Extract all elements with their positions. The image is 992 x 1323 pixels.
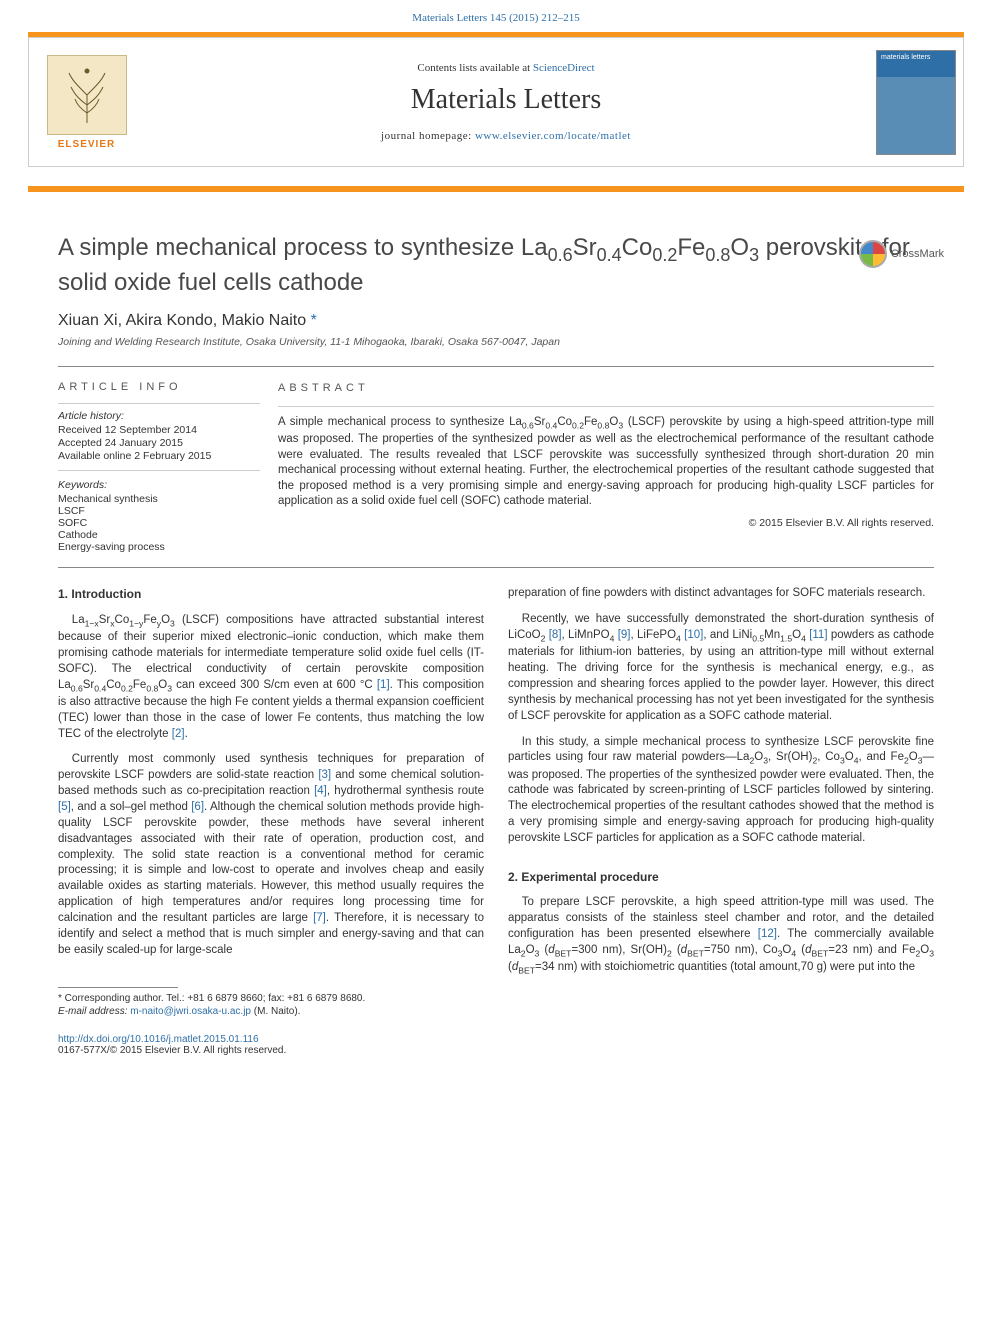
keywords-label: Keywords:: [58, 479, 260, 491]
doi-block: http://dx.doi.org/10.1016/j.matlet.2015.…: [58, 1034, 934, 1056]
body-columns: 1. Introduction La1−xSrxCo1−yFeyO3 (LSCF…: [58, 586, 934, 1017]
abstract-text: A simple mechanical process to synthesiz…: [278, 415, 934, 510]
intro-p1: La1−xSrxCo1−yFeyO3 (LSCF) compositions h…: [58, 613, 484, 743]
keyword: Mechanical synthesis: [58, 493, 260, 505]
exp-p1: To prepare LSCF perovskite, a high speed…: [508, 895, 934, 977]
bottom-orange-rule: [28, 186, 964, 192]
col2-p1: preparation of fine powders with distinc…: [508, 586, 934, 602]
col2-p3: In this study, a simple mechanical proce…: [508, 735, 934, 847]
publisher-logo-block: ELSEVIER: [29, 47, 144, 158]
article-info-heading: ARTICLE INFO: [58, 381, 260, 393]
contents-prefix: Contents lists available at: [417, 62, 532, 74]
exp-heading: 2. Experimental procedure: [508, 869, 934, 886]
corresponding-marker[interactable]: *: [311, 312, 317, 329]
accepted-line: Accepted 24 January 2015: [58, 437, 260, 449]
email-line: E-mail address: m-naito@jwri.osaka-u.ac.…: [58, 1005, 484, 1018]
intro-heading: 1. Introduction: [58, 586, 484, 603]
article-title: A simple mechanical process to synthesiz…: [58, 232, 934, 298]
abstract-heading: ABSTRACT: [278, 381, 934, 396]
homepage-prefix: journal homepage:: [381, 130, 475, 142]
abstract: ABSTRACT A simple mechanical process to …: [278, 381, 934, 553]
keyword: LSCF: [58, 505, 260, 517]
keyword: Energy-saving process: [58, 541, 260, 553]
authors: Xiuan Xi, Akira Kondo, Makio Naito *: [58, 312, 934, 330]
publisher-name: ELSEVIER: [58, 139, 115, 150]
keyword: SOFC: [58, 517, 260, 529]
footnote-rule: [58, 987, 178, 988]
issn-line: 0167-577X/© 2015 Elsevier B.V. All right…: [58, 1045, 934, 1056]
abstract-copyright: © 2015 Elsevier B.V. All rights reserved…: [278, 516, 934, 530]
intro-p2: Currently most commonly used synthesis t…: [58, 752, 484, 958]
info-rule-2: [58, 470, 260, 471]
article-info: ARTICLE INFO Article history: Received 1…: [58, 381, 278, 553]
online-line: Available online 2 February 2015: [58, 450, 260, 462]
history-label: Article history:: [58, 410, 260, 422]
email-label: E-mail address:: [58, 1006, 130, 1017]
crossmark-icon: [859, 240, 887, 268]
crossmark-label: CrossMark: [891, 248, 944, 260]
keyword: Cathode: [58, 529, 260, 541]
affiliation: Joining and Welding Research Institute, …: [58, 336, 934, 348]
homepage-link[interactable]: www.elsevier.com/locate/matlet: [475, 130, 631, 142]
info-rule-1: [58, 403, 260, 404]
sciencedirect-link[interactable]: ScienceDirect: [533, 62, 595, 74]
journal-cover-icon: [876, 50, 956, 155]
corresponding-footnote: * Corresponding author. Tel.: +81 6 6879…: [58, 992, 484, 1018]
email-link[interactable]: m-naito@jwri.osaka-u.ac.jp: [130, 1006, 251, 1017]
cover-thumb-block: [868, 42, 963, 163]
crossmark-badge[interactable]: CrossMark: [859, 240, 944, 268]
title-block: A simple mechanical process to synthesiz…: [58, 232, 934, 298]
email-suffix: (M. Naito).: [251, 1006, 300, 1017]
top-citation: Materials Letters 145 (2015) 212–215: [0, 0, 992, 32]
received-line: Received 12 September 2014: [58, 424, 260, 436]
journal-name: Materials Letters: [154, 84, 858, 116]
doi-link[interactable]: http://dx.doi.org/10.1016/j.matlet.2015.…: [58, 1034, 259, 1045]
abstract-rule: [278, 406, 934, 407]
rule-bottom: [58, 567, 934, 568]
corr-line: * Corresponding author. Tel.: +81 6 6879…: [58, 992, 484, 1005]
elsevier-tree-icon: [47, 55, 127, 135]
contents-line: Contents lists available at ScienceDirec…: [154, 62, 858, 74]
homepage-line: journal homepage: www.elsevier.com/locat…: [154, 130, 858, 142]
header-center: Contents lists available at ScienceDirec…: [144, 52, 868, 152]
info-abstract-row: ARTICLE INFO Article history: Received 1…: [58, 367, 934, 567]
left-column: 1. Introduction La1−xSrxCo1−yFeyO3 (LSCF…: [58, 586, 484, 1017]
right-column: preparation of fine powders with distinc…: [508, 586, 934, 1017]
col2-p2: Recently, we have successfully demonstra…: [508, 612, 934, 724]
journal-header: ELSEVIER Contents lists available at Sci…: [28, 37, 964, 167]
author-list: Xiuan Xi, Akira Kondo, Makio Naito: [58, 312, 306, 329]
